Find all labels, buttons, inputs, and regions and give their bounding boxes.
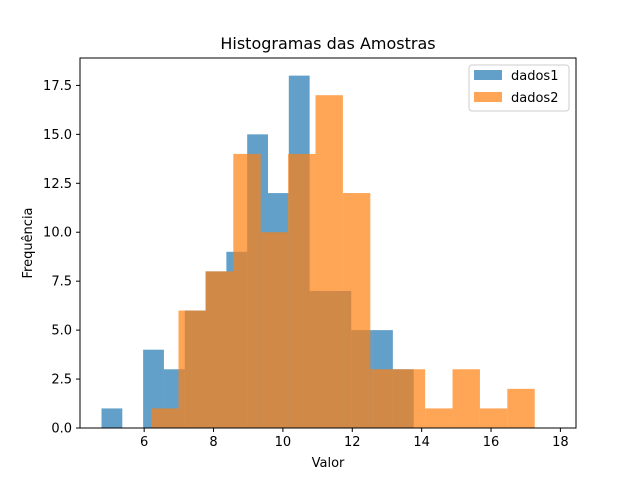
bar-dados2-12 bbox=[479, 408, 508, 428]
y-tick-label: 7.5 bbox=[51, 275, 72, 290]
x-tick-label: 18 bbox=[552, 435, 569, 450]
bar-dados2-10 bbox=[425, 408, 453, 428]
bar-dados2-11 bbox=[452, 369, 480, 428]
bar-dados2-13 bbox=[507, 388, 535, 428]
bar-dados2-2 bbox=[205, 271, 234, 428]
y-tick-label: 15.0 bbox=[43, 128, 72, 143]
x-tick-label: 14 bbox=[413, 435, 430, 450]
bar-dados1-0 bbox=[101, 408, 123, 428]
x-axis-ticks: 6 8 10 12 14 16 18 bbox=[140, 428, 569, 450]
bar-dados2-4 bbox=[260, 232, 289, 428]
legend-label-dados1: dados1 bbox=[511, 69, 558, 84]
legend-swatch-dados1 bbox=[474, 70, 502, 80]
y-tick-label: 2.5 bbox=[51, 373, 72, 388]
legend: dados1 dados2 bbox=[468, 64, 570, 112]
y-tick-label: 12.5 bbox=[43, 177, 72, 192]
y-tick-label: 17.5 bbox=[43, 79, 72, 94]
x-axis-label: Valor bbox=[312, 456, 345, 471]
y-tick-label: 10.0 bbox=[43, 226, 72, 241]
x-tick-label: 8 bbox=[209, 435, 217, 450]
bar-dados2-6 bbox=[315, 95, 343, 428]
legend-label-dados2: dados2 bbox=[511, 91, 558, 106]
y-axis-ticks: 0.0 2.5 5.0 7.5 10.0 12.5 15.0 17.5 bbox=[43, 79, 80, 437]
bar-dados2-9 bbox=[397, 369, 426, 428]
y-tick-label: 5.0 bbox=[51, 324, 72, 339]
bar-dados2-5 bbox=[288, 153, 316, 429]
x-tick-label: 12 bbox=[344, 435, 361, 450]
chart-title: Histogramas das Amostras bbox=[220, 34, 435, 53]
x-tick-label: 16 bbox=[483, 435, 500, 450]
bar-dados2-8 bbox=[370, 369, 398, 428]
y-axis-label: Frequência bbox=[21, 207, 36, 278]
y-tick-label: 0.0 bbox=[51, 422, 72, 437]
bar-dados2-3 bbox=[233, 153, 261, 429]
plot-frame bbox=[79, 57, 577, 429]
bar-dados2-7 bbox=[342, 193, 371, 428]
legend-swatch-dados2 bbox=[474, 92, 502, 102]
series-dados2-bars bbox=[151, 95, 535, 429]
bar-dados2-0 bbox=[151, 408, 179, 428]
x-tick-label: 10 bbox=[275, 435, 292, 450]
x-tick-label: 6 bbox=[140, 435, 148, 450]
bar-dados2-1 bbox=[178, 310, 206, 428]
